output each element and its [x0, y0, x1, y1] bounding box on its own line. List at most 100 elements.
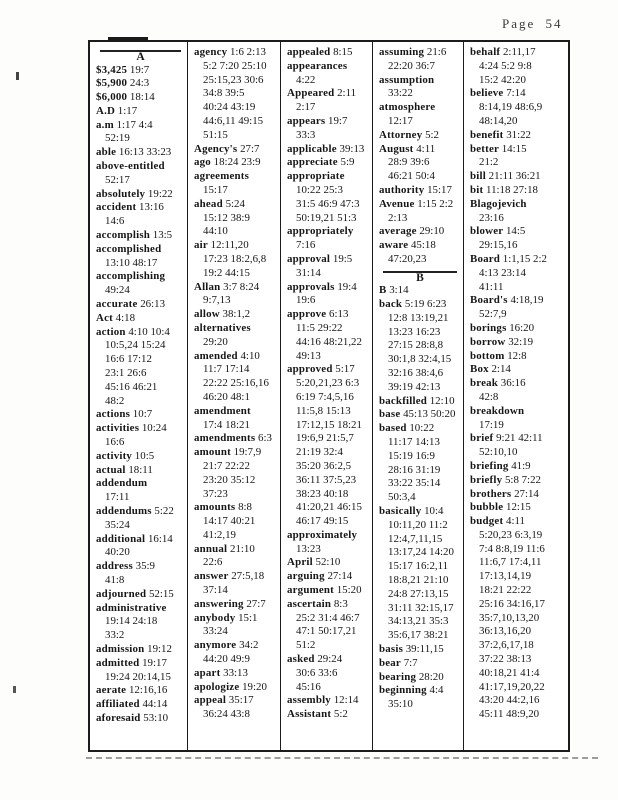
index-entry: backfilled 12:10 [379, 394, 455, 407]
index-entry: Attorney 5:2 [379, 128, 439, 141]
entry-continuation: 37:23 [203, 487, 228, 500]
entry-continuation: 19:14 24:18 [105, 615, 158, 628]
index-word: basis [379, 642, 404, 655]
index-entry: basically 10:4 [379, 505, 444, 517]
index-entry: appreciate 5:9 [287, 156, 355, 169]
index-entry: anybody 15:1 [194, 611, 258, 624]
entry-continuation: 17:11 [105, 491, 130, 504]
entry-continuation: 17:4 18:21 [203, 418, 250, 431]
index-entry: appears 19:7 [287, 114, 348, 127]
index-word: appropriately [287, 225, 354, 238]
scan-artifact-margin-speck [16, 72, 19, 80]
index-word: appropriate [287, 170, 345, 183]
index-word: actual [96, 463, 126, 476]
index-entry: bearing 28:20 [379, 670, 444, 683]
entry-continuation: 15:17 16:2,11 [388, 560, 449, 573]
index-word: brief [470, 432, 494, 445]
entry-continuation: 11:5,8 15:13 [296, 404, 351, 417]
index-word: amendments [194, 432, 256, 445]
entry-continuation: 32:16 38:4,6 [388, 367, 444, 380]
index-entry: appropriately [287, 225, 370, 239]
entry-continuation: 35:20 36:2,5 [296, 459, 352, 472]
entry-continuation: 40:20 [105, 546, 130, 559]
entry-continuation: 13:10 48:17 [105, 256, 158, 269]
index-entry: borings 16:20 [470, 321, 535, 334]
index-entry: administrative [96, 602, 185, 616]
index-entry: bear 7:7 [379, 656, 418, 669]
entry-continuation: 5:2 7:20 25:10 [203, 59, 267, 72]
index-entry: activities 10:24 [96, 422, 167, 435]
index-word: budget [470, 515, 504, 528]
index-entry: average 29:10 [379, 225, 445, 238]
index-entry: admitted 19:17 [96, 656, 167, 669]
index-word: $6,000 [96, 91, 128, 104]
entry-continuation: 17:23 18:2,6,8 [203, 252, 267, 265]
index-entry: benefit 31:22 [470, 128, 531, 141]
index-word: answer [194, 570, 229, 583]
index-entry: air 12:11,20 [194, 239, 249, 252]
entry-continuation: 10:22 25:3 [296, 183, 343, 196]
index-entry: bill 21:11 36:21 [470, 170, 541, 183]
index-entry: Agency's 27:7 [194, 142, 260, 155]
index-entry: actual 18:11 [96, 463, 153, 476]
entry-continuation: 11:17 14:13 [388, 436, 440, 449]
entry-continuation: 19:24 20:14,15 [105, 670, 171, 683]
index-word: back [379, 298, 403, 311]
entry-continuation: 38:23 40:18 [296, 487, 349, 500]
index-word: Agency's [194, 142, 238, 155]
scan-artifact-bottom-dashes [86, 757, 598, 759]
index-column: A $3,425 19:7 $5,900 24:3 $6,000 18:14 A.D 1… [90, 42, 188, 750]
index-entry: action 4:10 10:4 [96, 325, 170, 338]
index-word: allow [194, 308, 220, 321]
entry-continuation: 15:2 42:20 [479, 73, 526, 86]
index-entry: A.D 1:17 [96, 104, 138, 117]
index-entry: assumption [379, 74, 461, 88]
entry-continuation: 46:20 48:1 [203, 390, 250, 403]
entry-continuation: 35:10 [388, 698, 413, 711]
index-entry: Appeared 2:11 [287, 87, 357, 100]
word-index-table: A $3,425 19:7 $5,900 24:3 $6,000 18:14 A.D 1… [88, 40, 570, 752]
index-entry: Assistant 5:2 [287, 708, 348, 721]
index-entry: Avenue 1:15 2:2 [379, 197, 454, 210]
index-word: accomplish [96, 229, 151, 242]
entry-continuation: 31:11 32:15,17 [388, 601, 454, 614]
entry-continuation: 23:16 [479, 211, 504, 224]
index-entry: asked 29:24 [287, 653, 343, 666]
entry-continuation: 24:8 27:13,15 [388, 587, 449, 600]
entry-continuation: 11:6,7 17:4,11 [479, 556, 542, 569]
entry-continuation: 28:16 31:19 [388, 463, 441, 476]
entry-continuation: 15:19 16:9 [388, 449, 435, 462]
entry-continuation: 22:22 25:16,16 [203, 377, 269, 390]
index-word: ahead [194, 197, 223, 210]
entry-continuation: 31:14 [296, 266, 321, 279]
index-word: bit [470, 183, 484, 196]
index-word: Assistant [287, 708, 332, 721]
entry-continuation: 25:2 31:4 46:7 [296, 611, 360, 624]
index-entry: base 45:13 50:20 [379, 408, 456, 421]
index-entry: behalf 2:11,17 [470, 46, 536, 58]
entry-continuation: 25:15,23 30:6 [203, 73, 264, 86]
entry-continuation: 44:20 49:9 [203, 653, 250, 666]
entry-continuation: 7:16 [296, 239, 316, 252]
entry-continuation: 36:24 43:8 [203, 708, 250, 721]
index-word: average [379, 225, 417, 238]
index-word: assembly [287, 694, 331, 707]
index-entry: $6,000 18:14 [96, 91, 155, 104]
entry-continuation: 45:16 [296, 680, 321, 693]
index-word: August [379, 142, 414, 155]
index-word: appreciate [287, 156, 338, 169]
index-entry: bit 11:18 27:18 [470, 183, 538, 196]
entry-continuation: 5:20,21,23 6:3 [296, 377, 360, 390]
index-entry: ahead 5:24 [194, 197, 245, 210]
index-word: borings [470, 321, 507, 334]
index-word: aware [379, 239, 409, 252]
entry-continuation: 35:24 [105, 518, 130, 531]
index-entry: atmosphere [379, 101, 461, 115]
entry-continuation: 45:16 46:21 [105, 380, 158, 393]
entry-continuation: 7:4 8:8,19 11:6 [479, 542, 545, 555]
index-entry: approvals 19:4 [287, 280, 357, 293]
index-word: asked [287, 653, 315, 666]
index-word: bubble [470, 501, 504, 514]
index-entry: April 52:10 [287, 556, 341, 569]
index-word: anymore [194, 639, 237, 652]
